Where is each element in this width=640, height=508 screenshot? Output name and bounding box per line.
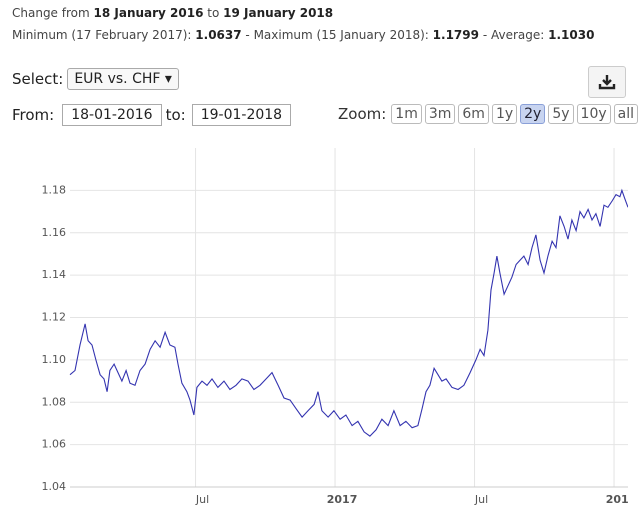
y-tick-label: 1.14 — [42, 268, 67, 281]
zoom-button[interactable]: 2y — [520, 104, 546, 124]
download-icon — [598, 75, 616, 90]
zoom-button[interactable]: 10y — [576, 104, 611, 124]
change-line: Change from 18 January 2016 to 19 Januar… — [12, 6, 333, 20]
select-row: Select: EUR vs. CHF ▾ — [12, 68, 179, 90]
end-date: 19 January 2018 — [223, 6, 334, 20]
zoom-button[interactable]: 5y — [548, 104, 574, 124]
text: to — [207, 6, 220, 20]
zoom-button[interactable]: all — [613, 104, 639, 124]
download-button[interactable] — [588, 66, 626, 98]
start-date: 18 January 2016 — [93, 6, 204, 20]
zoom-button[interactable]: 1m — [391, 104, 422, 124]
y-tick-label: 1.18 — [42, 183, 67, 196]
text: - Maximum (15 January 2018): — [245, 28, 429, 42]
stats-line: Minimum (17 February 2017): 1.0637 - Max… — [12, 28, 594, 42]
from-input[interactable]: 18-01-2016 — [62, 104, 162, 126]
zoom-button[interactable]: 1y — [491, 104, 518, 124]
zoom-bar: Zoom: 1m 3m 6m 1y 2y 5y 10y all — [338, 104, 639, 124]
y-tick-label: 1.16 — [42, 226, 67, 239]
select-label: Select: — [12, 70, 64, 88]
x-tick-label: Jul — [195, 493, 209, 506]
pair-select[interactable]: EUR vs. CHF ▾ — [67, 68, 179, 90]
x-tick-label: 2017 — [327, 493, 358, 506]
y-tick-label: 1.12 — [42, 311, 67, 324]
text: Minimum (17 February 2017): — [12, 28, 192, 42]
zoom-label: Zoom: — [338, 105, 387, 123]
select-value: EUR vs. CHF — [74, 71, 161, 87]
avg-value: 1.1030 — [548, 28, 595, 42]
zoom-button[interactable]: 3m — [424, 104, 456, 124]
min-value: 1.0637 — [195, 28, 242, 42]
max-value: 1.1799 — [432, 28, 479, 42]
date-row: From: 18-01-2016 to: 19-01-2018 — [12, 104, 295, 126]
y-tick-label: 1.04 — [42, 480, 67, 493]
from-label: From: — [12, 106, 55, 124]
y-tick-label: 1.10 — [42, 353, 67, 366]
to-input[interactable]: 19-01-2018 — [191, 104, 292, 126]
series-line — [69, 188, 628, 437]
to-label: to: — [165, 106, 186, 124]
y-tick-label: 1.08 — [42, 395, 67, 408]
x-tick-label: Jul — [474, 493, 488, 506]
text: Change from — [12, 6, 90, 20]
zoom-button[interactable]: 6m — [458, 104, 489, 124]
x-tick-label: 2018 — [606, 493, 628, 506]
text: - Average: — [482, 28, 545, 42]
y-tick-label: 1.06 — [42, 438, 67, 451]
